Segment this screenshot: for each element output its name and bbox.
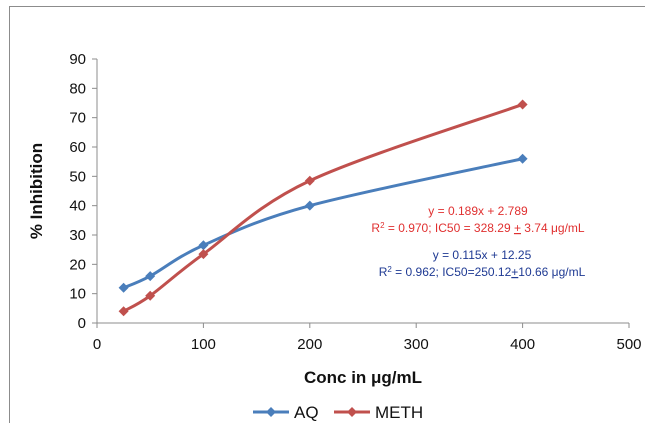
x-tick-label: 400 bbox=[510, 336, 535, 353]
legend-label-meth: METH bbox=[375, 403, 423, 422]
y-tick-label: 10 bbox=[69, 286, 86, 303]
data-point-meth bbox=[517, 99, 528, 110]
data-point-aq bbox=[304, 200, 315, 211]
x-tick-label: 200 bbox=[297, 336, 322, 353]
series-layer bbox=[118, 99, 528, 317]
r2-ic50-aq: R2 = 0.962; IC50=250.12+10.66 μg/mL bbox=[379, 265, 586, 280]
data-point-aq bbox=[517, 153, 528, 164]
data-point-aq bbox=[118, 282, 129, 293]
data-point-meth bbox=[118, 306, 129, 317]
y-tick-label: 50 bbox=[69, 168, 86, 185]
data-point-meth bbox=[304, 175, 315, 186]
x-tick-label: 100 bbox=[191, 336, 216, 353]
legend-marker-meth bbox=[347, 407, 357, 417]
data-point-meth bbox=[145, 290, 156, 301]
equation-aq: y = 0.115x + 12.25 bbox=[433, 248, 532, 262]
y-tick-label: 40 bbox=[69, 198, 86, 215]
data-point-aq bbox=[198, 240, 209, 251]
data-point-meth bbox=[198, 249, 209, 260]
equation-meth: y = 0.189x + 2.789 bbox=[428, 204, 528, 218]
y-axis-title: % Inhibition bbox=[27, 143, 46, 239]
annotations: y = 0.189x + 2.789 R2 = 0.970; IC50 = 328… bbox=[371, 204, 585, 279]
x-tick-label: 300 bbox=[404, 336, 429, 353]
legend: AQ METH bbox=[253, 403, 423, 422]
data-point-aq bbox=[145, 271, 156, 282]
legend-label-aq: AQ bbox=[294, 403, 319, 422]
x-tick-label: 0 bbox=[93, 336, 101, 353]
y-tick-label: 80 bbox=[69, 80, 86, 97]
y-ticks: 0 10 20 30 40 50 60 70 80 90 bbox=[69, 51, 97, 332]
y-tick-label: 0 bbox=[78, 315, 86, 332]
y-tick-label: 90 bbox=[69, 51, 86, 68]
y-tick-label: 30 bbox=[69, 227, 86, 244]
legend-marker-aq bbox=[266, 407, 276, 417]
y-tick-label: 20 bbox=[69, 256, 86, 273]
axes bbox=[96, 59, 629, 324]
y-tick-label: 70 bbox=[69, 110, 86, 127]
chart-frame bbox=[9, 6, 645, 423]
y-tick-label: 60 bbox=[69, 139, 86, 156]
x-tick-label: 500 bbox=[616, 336, 641, 353]
x-ticks: 0 100 200 300 400 500 bbox=[93, 323, 642, 353]
r2-ic50-meth: R2 = 0.970; IC50 = 328.29 + 3.74 μg/mL bbox=[371, 221, 585, 236]
x-axis-title: Conc in μg/mL bbox=[304, 368, 422, 387]
